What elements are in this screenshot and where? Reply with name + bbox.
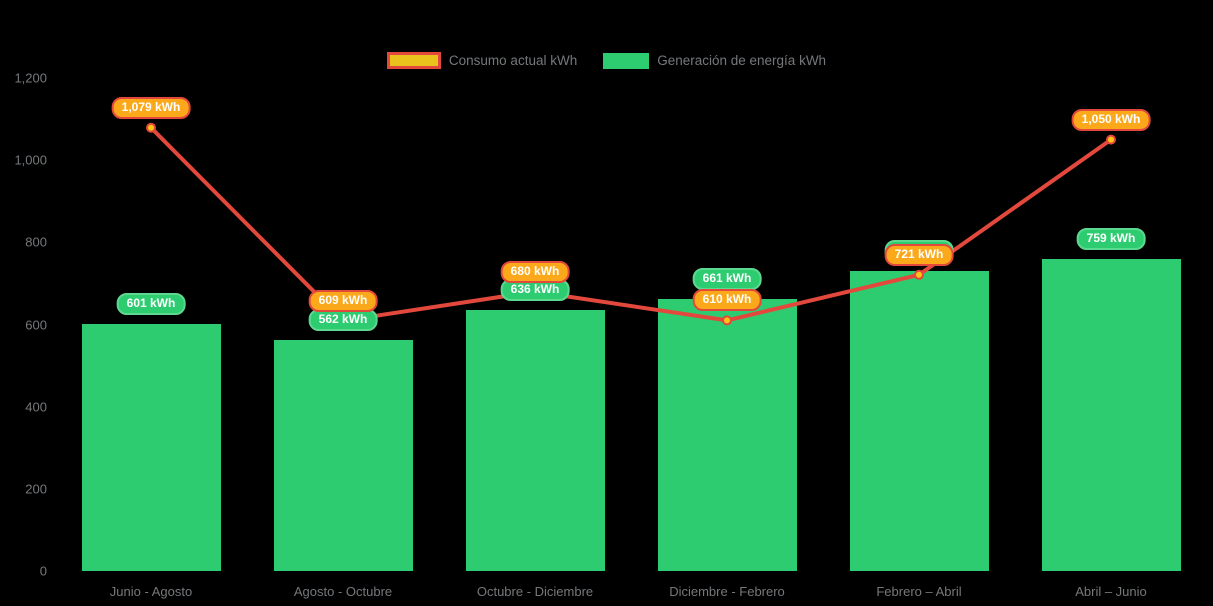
y-tick-label: 800 [25,234,47,250]
x-axis-label: Agosto - Octubre [293,584,393,599]
consumo-swatch-icon [386,52,441,69]
generation-bar [849,270,989,571]
x-axis-label: Octubre - Diciembre [476,584,594,599]
chart-legend: Consumo actual kWh Generación de energía… [0,52,1213,69]
x-axis-label: Diciembre - Febrero [669,584,785,599]
consumption-data-label: 1,050 kWh [1071,108,1151,131]
generation-data-label: 601 kWh [116,293,186,316]
generation-bar [465,309,605,571]
legend-label-consumo: Consumo actual kWh [448,53,578,68]
generacion-swatch-icon [603,52,650,69]
y-tick-label: 200 [25,481,47,497]
legend-item-generacion[interactable]: Generación de energía kWh [603,52,827,69]
y-tick-label: 600 [25,317,47,332]
y-tick-label: 1,000 [14,152,47,168]
generation-data-label: 562 kWh [308,309,378,332]
y-tick-label: 400 [25,399,47,415]
consumption-data-label: 680 kWh [500,260,570,283]
y-tick-label: 1,200 [14,70,47,86]
generation-data-label: 661 kWh [692,268,762,291]
x-axis-label: Febrero – Abril [876,584,962,599]
generation-data-label: 759 kWh [1076,228,1146,251]
y-tick-label: 0 [39,563,47,579]
line-marker [1106,134,1116,145]
consumption-data-label: 721 kWh [884,243,954,266]
generation-bar [657,299,797,571]
generation-bar [1041,259,1181,571]
legend-label-generacion: Generación de energía kWh [657,53,827,68]
line-marker [146,122,156,133]
generation-bar [273,340,413,571]
consumption-data-label: 609 kWh [308,289,378,312]
legend-item-consumo[interactable]: Consumo actual kWh [386,52,578,69]
x-axis-label: Junio - Agosto [109,584,193,599]
x-axis-label: Abril – Junio [1075,584,1147,599]
generation-bar [81,324,221,571]
consumption-data-label: 610 kWh [692,289,762,312]
consumption-data-label: 1,079 kWh [111,96,191,119]
